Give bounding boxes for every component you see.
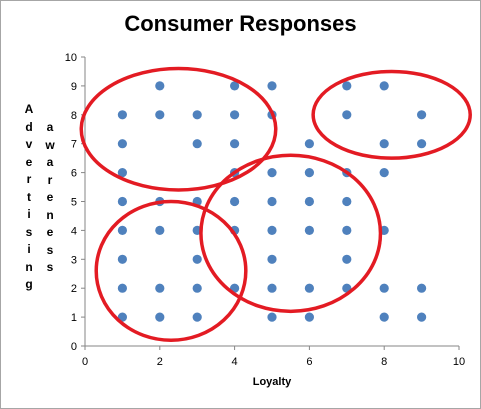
data-point <box>267 312 277 322</box>
data-point <box>155 225 165 235</box>
y-tick-label: 0 <box>71 341 77 353</box>
data-point <box>417 283 427 293</box>
data-point <box>379 283 389 293</box>
data-point <box>342 254 352 264</box>
y-tick-label: 8 <box>71 110 77 122</box>
data-point <box>192 139 202 149</box>
data-point <box>417 110 427 120</box>
data-point <box>379 81 389 91</box>
data-point <box>155 312 165 322</box>
data-point <box>379 312 389 322</box>
data-point <box>267 81 277 91</box>
data-point <box>192 110 202 120</box>
data-point <box>230 81 240 91</box>
data-point <box>267 254 277 264</box>
data-point <box>342 196 352 207</box>
data-point <box>192 254 202 264</box>
data-point <box>117 110 127 120</box>
data-point <box>342 225 352 235</box>
x-tick-label: 4 <box>232 356 238 368</box>
y-tick-label: 1 <box>71 312 77 324</box>
data-point <box>417 139 427 149</box>
data-point <box>267 225 277 235</box>
data-point <box>117 225 127 235</box>
data-point <box>267 283 277 293</box>
y-tick-label: 7 <box>71 139 77 151</box>
data-point <box>117 168 127 178</box>
data-point <box>230 110 240 120</box>
y-tick-label: 9 <box>71 81 77 93</box>
y-tick-label: 2 <box>71 283 77 295</box>
data-point <box>304 196 314 207</box>
chart-title: Consumer Responses <box>124 11 357 36</box>
data-point <box>304 283 314 293</box>
data-point <box>155 81 165 91</box>
highlight-ellipse <box>199 153 383 314</box>
y-tick-label: 4 <box>71 225 77 237</box>
x-tick-label: 0 <box>82 356 88 368</box>
data-point <box>230 196 240 207</box>
x-axis-label: Loyalty <box>252 376 292 388</box>
highlight-ellipse <box>94 199 248 342</box>
data-point <box>379 168 389 178</box>
data-point <box>117 283 127 293</box>
y-tick-label: 6 <box>71 168 77 180</box>
data-point <box>267 196 277 207</box>
data-point <box>304 139 314 149</box>
x-tick-label: 8 <box>381 356 387 368</box>
data-point <box>117 196 127 207</box>
data-point <box>117 254 127 264</box>
y-tick-label: 3 <box>71 254 77 266</box>
data-point <box>342 110 352 120</box>
data-point <box>155 110 165 120</box>
data-point <box>342 81 352 91</box>
highlight-ellipse <box>79 66 278 192</box>
data-point <box>267 168 277 178</box>
data-point <box>230 139 240 149</box>
x-tick-label: 6 <box>306 356 312 368</box>
y-tick-label: 10 <box>65 52 77 64</box>
data-point <box>304 168 314 178</box>
data-point <box>304 225 314 235</box>
data-point <box>155 283 165 293</box>
data-point <box>117 139 127 149</box>
data-point <box>304 312 314 322</box>
data-point <box>379 139 389 149</box>
x-tick-label: 2 <box>157 356 163 368</box>
data-point <box>417 312 427 322</box>
x-tick-label: 10 <box>453 356 465 368</box>
highlight-ellipse <box>311 69 472 160</box>
data-point <box>192 312 202 322</box>
y-tick-label: 5 <box>71 197 77 209</box>
data-point <box>192 283 202 293</box>
